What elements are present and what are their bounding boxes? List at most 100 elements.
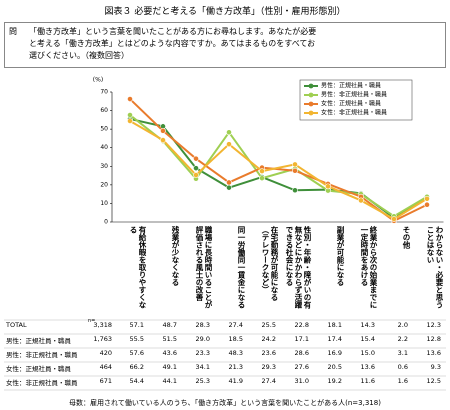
point — [325, 183, 331, 190]
y-axis-label: (%) — [93, 77, 103, 84]
table-value: 19.2 — [327, 377, 342, 385]
point — [127, 112, 133, 118]
table-value: 17.1 — [294, 335, 309, 343]
y-tick-label: 0 — [104, 219, 108, 226]
table-value: 13.6 — [360, 363, 375, 371]
category-label: 副業が可能になる — [336, 226, 345, 286]
table-value: 44.1 — [162, 377, 177, 385]
category-label: 職場に長時間いることが評価される風土の改善 — [195, 226, 213, 309]
table-value: 57.1 — [129, 321, 144, 329]
table-value: 21.3 — [228, 363, 243, 371]
point — [226, 129, 232, 136]
footnote: 母数：雇用されて働いている人のうち、「働き方改革」という言葉を聞いたことがある人… — [69, 399, 381, 407]
row-label: 男性：正規社員・職員 — [6, 337, 71, 345]
table-value: 24.2 — [261, 335, 276, 343]
point — [193, 172, 199, 178]
table-value: 13.6 — [426, 349, 441, 357]
table-value: 2.2 — [397, 335, 408, 343]
point — [160, 137, 166, 143]
point — [127, 96, 133, 102]
table-value: 48.3 — [228, 349, 243, 357]
legend-label: 女性：非正規社員・職員 — [321, 109, 387, 117]
category-label: 有給休暇を取りやすくなる — [129, 226, 147, 309]
table-value: 11.6 — [360, 377, 375, 385]
y-tick-label: 30 — [100, 163, 108, 170]
table-value: 16.9 — [327, 349, 342, 357]
table-value: 49.1 — [162, 363, 177, 371]
table-value: 28.3 — [195, 321, 210, 329]
point — [259, 168, 265, 175]
legend-box — [299, 79, 413, 121]
table-value: 3.1 — [397, 349, 408, 357]
row-label: TOTAL — [6, 321, 27, 329]
table-value: 48.7 — [162, 321, 177, 329]
series-line — [129, 114, 428, 218]
table-value: 0.6 — [397, 363, 408, 371]
y-tick-label: 10 — [100, 200, 108, 207]
table-value: 22.8 — [294, 321, 309, 329]
table-value: 12.8 — [426, 335, 441, 343]
y-tick-label: 20 — [100, 181, 108, 188]
category-label: 在宅勤務が可能になる（テレワークなど） — [261, 226, 279, 301]
row-n: 3,318 — [93, 321, 112, 329]
point — [259, 175, 265, 182]
row-n: 464 — [99, 363, 112, 371]
point — [226, 179, 232, 186]
point — [160, 127, 166, 134]
table-value: 23.3 — [195, 349, 210, 357]
y-tick-label: 50 — [100, 126, 108, 133]
point — [424, 195, 430, 202]
table-value: 12.3 — [426, 321, 441, 329]
point — [193, 155, 199, 162]
question-box: 問 「働き方改革」という言葉を聞いたことがある方にお尋ねします。あなたが必要と考… — [4, 22, 446, 68]
legend-marker — [308, 101, 314, 107]
table-value: 55.5 — [129, 335, 144, 343]
legend-marker — [308, 110, 314, 116]
point — [424, 201, 430, 208]
row-label: 男性：非正規社員・職員 — [6, 351, 78, 359]
legend-label: 男性：正規社員・職員 — [321, 82, 381, 90]
row-n: 671 — [99, 377, 112, 385]
legend-label: 女性：正規社員・職員 — [321, 100, 381, 108]
category-label: 同一労働同一賃金になる — [237, 226, 246, 309]
n-header: n= — [88, 318, 96, 324]
table-value: 25.3 — [195, 377, 210, 385]
table-value: 12.5 — [426, 377, 441, 385]
category-label: その他 — [402, 226, 411, 249]
table-value: 18.5 — [228, 335, 243, 343]
point — [193, 165, 199, 172]
point — [127, 118, 133, 124]
point — [226, 141, 232, 148]
table-value: 29.3 — [261, 363, 276, 371]
legend-label: 男性：非正規社員・職員 — [321, 91, 387, 99]
point — [226, 184, 232, 191]
title: 図表３ 必要だと考える「働き方改革」（性別・雇用形態別） — [104, 7, 346, 17]
table-value: 27.6 — [294, 363, 309, 371]
point — [391, 216, 397, 222]
point — [292, 161, 298, 168]
table-value: 25.5 — [261, 321, 276, 329]
table-value: 34.1 — [195, 363, 210, 371]
row-n: 1,763 — [93, 335, 112, 343]
category-label: わからない・必要と思うことはない — [426, 226, 444, 309]
question-text: 「働き方改革」という言葉を聞いたことがある方にお尋ねします。あなたが必要と考える… — [29, 27, 317, 60]
table-value: 31.0 — [294, 377, 309, 385]
y-tick-label: 70 — [100, 89, 108, 96]
table-value: 43.6 — [162, 349, 177, 357]
table-value: 15.4 — [360, 335, 375, 343]
table-value: 27.4 — [228, 321, 243, 329]
point — [358, 197, 364, 204]
y-tick-label: 40 — [100, 144, 108, 151]
point — [292, 187, 298, 194]
table-value: 1.6 — [397, 377, 408, 385]
table-value: 57.6 — [129, 349, 144, 357]
table-value: 17.4 — [327, 335, 342, 343]
table-value: 41.9 — [228, 377, 243, 385]
y-tick-label: 60 — [100, 107, 108, 114]
table-value: 20.5 — [327, 363, 342, 371]
category-label: 残業が少なくなる — [171, 226, 180, 286]
table-value: 54.4 — [129, 377, 144, 385]
legend-marker — [308, 83, 314, 89]
